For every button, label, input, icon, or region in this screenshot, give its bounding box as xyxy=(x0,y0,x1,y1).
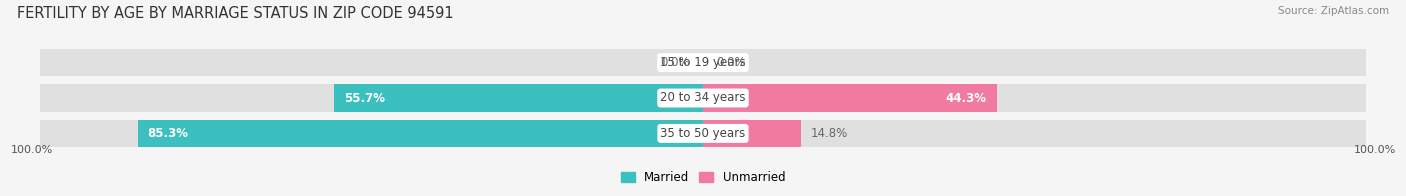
Bar xyxy=(138,120,703,147)
Bar xyxy=(41,84,1365,112)
Text: 20 to 34 years: 20 to 34 years xyxy=(661,92,745,104)
Text: 0.0%: 0.0% xyxy=(716,56,745,69)
Text: FERTILITY BY AGE BY MARRIAGE STATUS IN ZIP CODE 94591: FERTILITY BY AGE BY MARRIAGE STATUS IN Z… xyxy=(17,6,454,21)
Text: 44.3%: 44.3% xyxy=(946,92,987,104)
Text: 14.8%: 14.8% xyxy=(811,127,848,140)
Text: 55.7%: 55.7% xyxy=(343,92,385,104)
Bar xyxy=(41,49,1365,76)
Legend: Married, Unmarried: Married, Unmarried xyxy=(616,166,790,189)
Text: 85.3%: 85.3% xyxy=(148,127,188,140)
Text: 15 to 19 years: 15 to 19 years xyxy=(661,56,745,69)
Bar xyxy=(41,120,1365,147)
Text: 35 to 50 years: 35 to 50 years xyxy=(661,127,745,140)
Text: 100.0%: 100.0% xyxy=(1354,145,1396,155)
Bar xyxy=(333,84,703,112)
Text: 0.0%: 0.0% xyxy=(661,56,690,69)
Text: 100.0%: 100.0% xyxy=(10,145,52,155)
Text: Source: ZipAtlas.com: Source: ZipAtlas.com xyxy=(1278,6,1389,16)
Bar xyxy=(703,120,801,147)
Bar xyxy=(703,84,997,112)
